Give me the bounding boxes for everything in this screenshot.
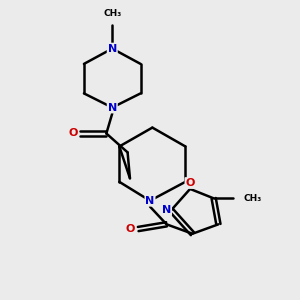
Text: CH₃: CH₃ [103, 9, 122, 18]
Text: N: N [162, 205, 171, 215]
Text: CH₃: CH₃ [243, 194, 261, 203]
Text: O: O [69, 128, 78, 139]
Text: N: N [146, 196, 154, 206]
Text: O: O [185, 178, 195, 188]
Text: O: O [125, 224, 135, 234]
Text: N: N [108, 103, 117, 112]
Text: N: N [108, 44, 117, 54]
